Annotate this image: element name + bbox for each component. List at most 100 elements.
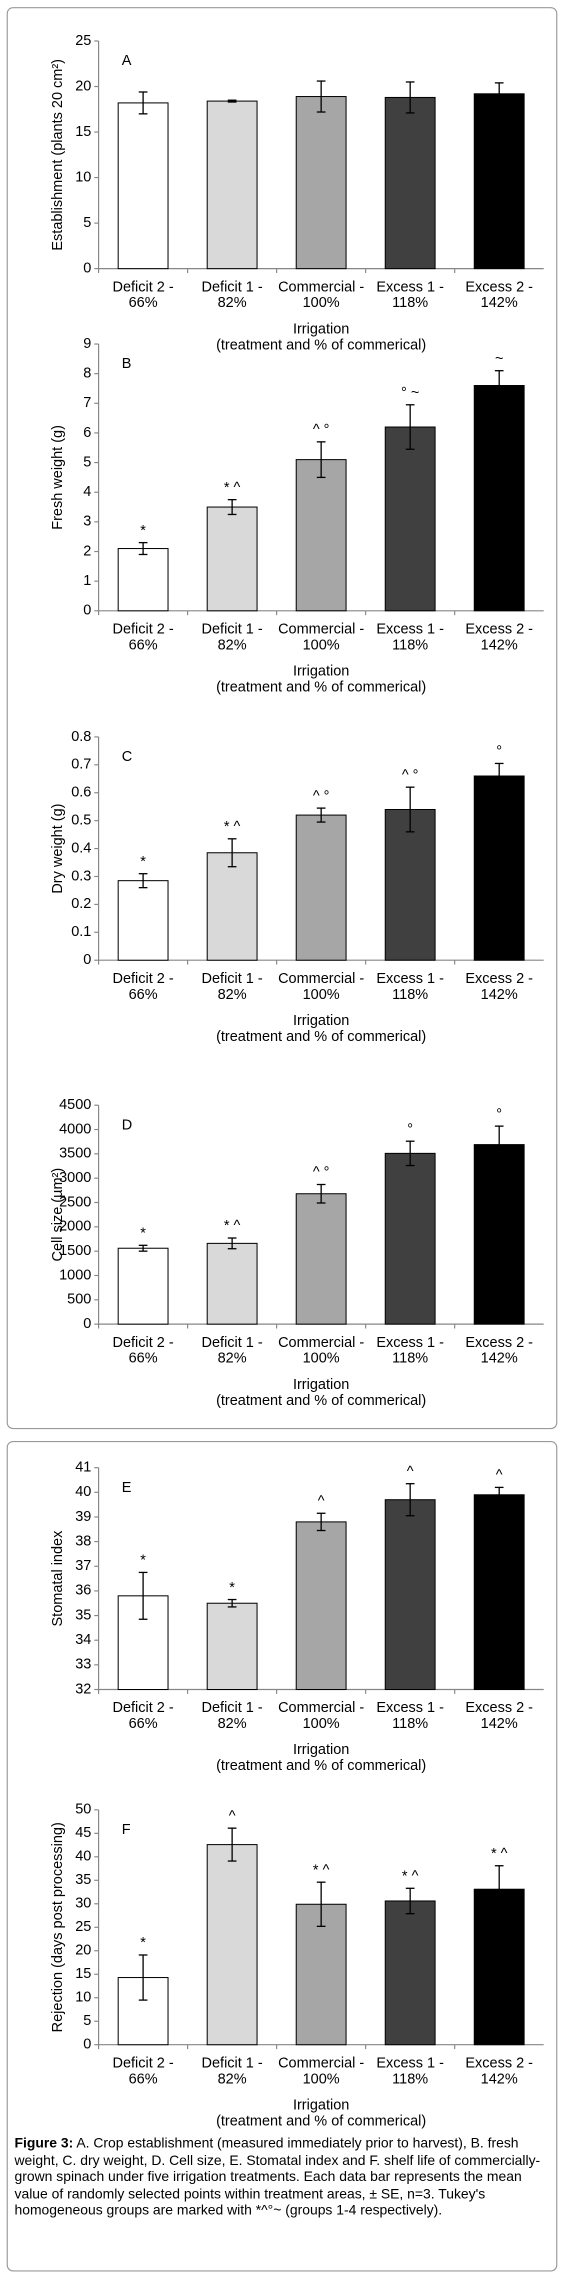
y-tick-label: 40 — [75, 1484, 91, 1500]
x-tick-label: Excess 2 - — [465, 279, 533, 295]
error-bar — [316, 1183, 326, 1204]
y-tick-label: 4000 — [59, 1121, 91, 1137]
x-tick-label: Excess 1 - — [376, 279, 444, 295]
group-label: ^ — [229, 1808, 236, 1824]
bar — [384, 1499, 436, 1691]
x-axis-title: Irrigation — [293, 1377, 349, 1393]
error-bar — [227, 498, 237, 516]
error-bar — [227, 1237, 237, 1250]
x-tick-label: 100% — [303, 2071, 340, 2087]
error-bar — [494, 1865, 504, 1914]
y-tick-label: 0 — [83, 2037, 91, 2053]
y-tick-label: 40 — [75, 1849, 91, 1865]
x-tick-label: Deficit 1 - — [202, 2055, 263, 2071]
error-bar — [494, 1486, 504, 1503]
x-tick-label: 142% — [481, 987, 518, 1003]
x-axis-title: Irrigation — [293, 2097, 349, 2113]
bar — [295, 1521, 347, 1691]
x-axis-title: Irrigation — [293, 1742, 349, 1758]
y-tick-label: 45 — [75, 1825, 91, 1841]
x-tick-label: Deficit 1 - — [202, 1700, 263, 1716]
bar — [295, 1903, 347, 2046]
error-bar — [405, 81, 415, 114]
y-tick-label: 0.2 — [71, 896, 91, 912]
x-tick-label: 82% — [218, 1716, 247, 1732]
y-tick-label: 32 — [75, 1681, 91, 1697]
y-tick-label: 37 — [75, 1558, 91, 1574]
y-tick-label: 5 — [83, 454, 91, 470]
bar — [206, 1602, 258, 1691]
y-tick-label: 50 — [75, 1802, 91, 1818]
bar — [117, 880, 169, 961]
group-label: * — [140, 1935, 146, 1951]
x-axis-title: (treatment and % of commerical) — [216, 337, 426, 353]
x-tick-label: Deficit 1 - — [202, 971, 263, 987]
panel-label: C — [122, 749, 132, 765]
y-tick-label: 0.1 — [71, 924, 91, 940]
error-bar — [227, 1598, 237, 1608]
error-bar — [227, 99, 237, 103]
bar — [206, 1844, 258, 2046]
x-tick-label: 142% — [481, 1716, 518, 1732]
y-tick-label: 33 — [75, 1657, 91, 1673]
y-tick-label: 3 — [83, 514, 91, 530]
x-tick-label: Deficit 2 - — [113, 621, 174, 637]
bar — [206, 852, 258, 961]
bar — [473, 385, 525, 612]
y-axis-title: Stomatal index — [50, 1530, 66, 1627]
x-tick-label: 142% — [481, 295, 518, 311]
caption-label: Figure 3: — [14, 2136, 74, 2153]
y-tick-label: 10 — [75, 1990, 91, 2006]
y-tick-label: 2000 — [59, 1219, 91, 1235]
x-tick-label: Deficit 2 - — [113, 1335, 174, 1351]
x-tick-label: 118% — [392, 1716, 428, 1732]
y-tick-label: 9 — [83, 336, 91, 352]
bar — [295, 96, 347, 270]
x-tick-label: 66% — [129, 295, 158, 311]
x-tick-label: 100% — [303, 1716, 340, 1732]
y-tick-label: 3500 — [59, 1146, 91, 1162]
bar — [473, 93, 525, 270]
y-tick-label: 10 — [75, 169, 91, 185]
y-tick-label: 0.8 — [71, 729, 91, 745]
group-label: ° — [496, 1106, 502, 1122]
y-tick-label: 15 — [75, 1966, 91, 1982]
y-tick-label: 0.6 — [71, 785, 91, 801]
bar — [117, 1247, 169, 1325]
x-tick-label: 118% — [392, 2071, 428, 2087]
bar — [384, 1152, 436, 1325]
y-tick-label: 39 — [75, 1509, 91, 1525]
x-tick-label: 82% — [218, 295, 247, 311]
bar — [384, 808, 436, 961]
group-label: * ^ — [224, 1218, 241, 1234]
y-tick-label: 0 — [83, 1316, 91, 1332]
y-tick-label: 38 — [75, 1533, 91, 1549]
x-tick-label: Excess 2 - — [465, 971, 533, 987]
x-tick-label: 118% — [392, 987, 428, 1003]
x-tick-label: Deficit 2 - — [113, 971, 174, 987]
x-tick-label: Deficit 1 - — [202, 279, 263, 295]
bar — [295, 1193, 347, 1325]
error-bar — [405, 1483, 415, 1517]
y-tick-label: 41 — [75, 1459, 91, 1475]
caption: Figure 3: A. Crop establishment (measure… — [14, 2136, 550, 2220]
error-bar — [316, 807, 326, 823]
panel-box — [6, 7, 558, 1430]
y-tick-label: 6 — [83, 425, 91, 441]
group-label: * ^ — [491, 1846, 508, 1862]
y-axis-title: Rejection (days post processing) — [50, 1822, 66, 2032]
group-label: ^ — [407, 1464, 414, 1480]
x-tick-label: 142% — [481, 1351, 518, 1367]
bar — [206, 506, 258, 612]
bar — [384, 1900, 436, 2046]
x-tick-label: Commercial - — [278, 1335, 364, 1351]
y-tick-label: 0.3 — [71, 868, 91, 884]
y-tick-label: 4500 — [59, 1097, 91, 1113]
y-tick-label: 5 — [83, 2013, 91, 2029]
x-tick-label: Excess 2 - — [465, 621, 533, 637]
bar — [117, 102, 169, 270]
group-label: ^ ° — [313, 788, 330, 804]
x-tick-label: Excess 1 - — [376, 2055, 444, 2071]
y-tick-label: 5 — [83, 215, 91, 231]
group-label: ^ ° — [313, 422, 330, 438]
